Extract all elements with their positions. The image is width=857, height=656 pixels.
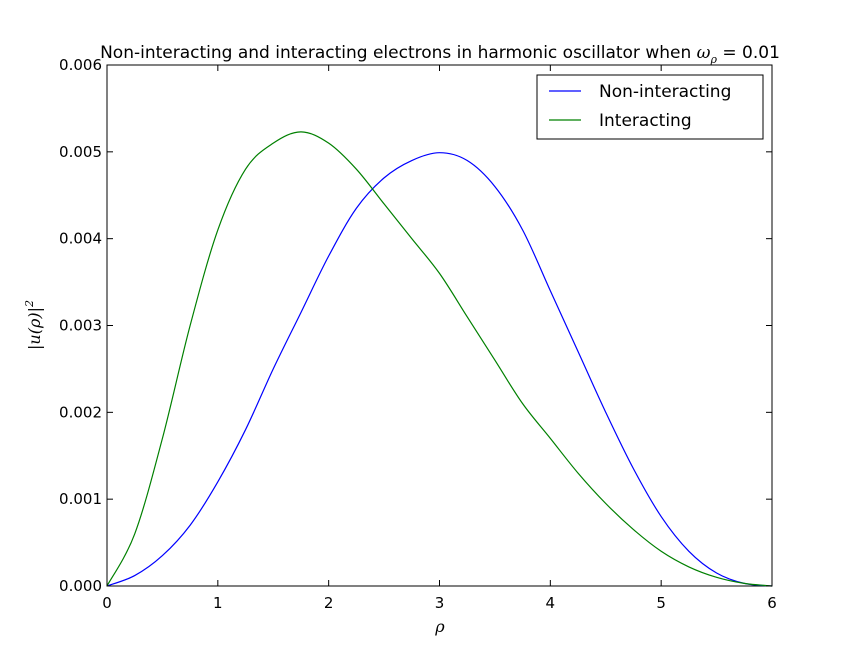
x-tick-label: 0	[102, 594, 112, 612]
legend: Non-interacting Interacting	[536, 74, 764, 140]
x-axis-label: ρ	[434, 617, 445, 636]
series-line-interacting	[106, 131, 773, 587]
legend-box	[536, 74, 764, 140]
y-axis-label: |u(ρ)|2	[23, 300, 44, 350]
y-tick-label: 0.004	[59, 230, 102, 248]
ticks-group: 0 1 2 3 4 5 6 0.000 0.001 0.002 0.003 0.004 0.005 0.0…	[59, 56, 777, 612]
y-tick-label: 0.001	[59, 490, 102, 508]
x-tick-label: 4	[546, 594, 556, 612]
x-tick-label: 2	[324, 594, 334, 612]
x-tick-label: 1	[213, 594, 223, 612]
legend-label: Interacting	[599, 111, 692, 131]
series-group	[106, 131, 773, 587]
chart-title: Non-interacting and interacting electron…	[100, 43, 780, 66]
y-tick-label: 0.002	[59, 403, 102, 421]
series-line-non-interacting	[106, 152, 773, 587]
plot-area: 0 1 2 3 4 5 6 0.000 0.001 0.002 0.003 0.004 0.005 0.0…	[59, 56, 777, 612]
plot-frame	[106, 64, 773, 587]
x-tick-label: 3	[435, 594, 445, 612]
x-tick-label: 5	[656, 594, 666, 612]
x-tick-label: 6	[767, 594, 777, 612]
y-tick-label: 0.005	[59, 143, 102, 161]
y-tick-label: 0.003	[59, 317, 102, 335]
legend-label: Non-interacting	[599, 82, 731, 102]
y-tick-label: 0.000	[59, 577, 102, 595]
y-tick-label: 0.006	[59, 56, 102, 74]
